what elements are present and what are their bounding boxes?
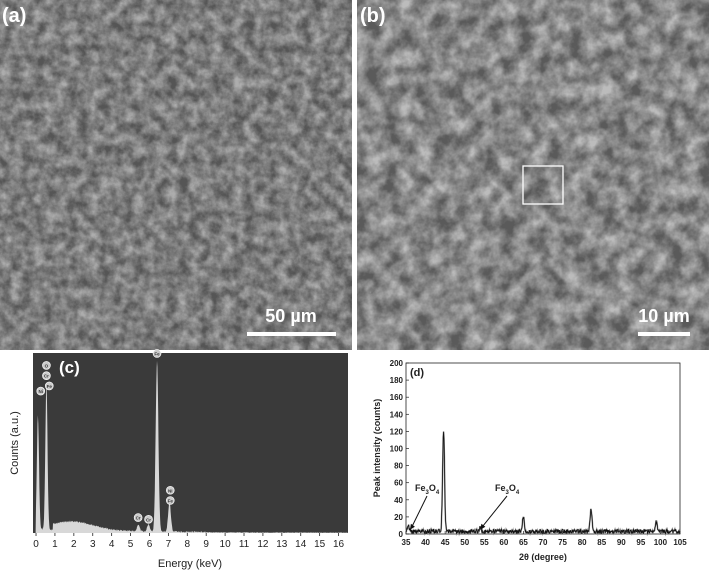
xrd-annotation-arrowhead [480,523,486,530]
xrd-y-tick-label: 20 [394,513,403,522]
eds-element-label: Cr [136,516,141,521]
eds-y-axis-label: Counts (a.u.) [9,411,21,475]
sem-image-b: (b) 10 µm [357,0,709,350]
eds-element-marker [165,496,175,505]
xrd-x-tick-label: 85 [597,538,606,547]
scale-bar-label-b: 10 µm [638,306,689,326]
scale-bar-label-a: 50 µm [265,306,316,326]
eds-x-tick-label: 5 [128,539,134,550]
xrd-y-tick-label: 120 [390,427,404,436]
xrd-y-axis-label: Peak intensity (counts) [372,399,382,498]
eds-x-tick-label: 9 [203,539,209,550]
eds-x-tick-label: 12 [257,539,269,550]
xrd-y-tick-label: 100 [390,445,404,454]
eds-x-tick-label: 3 [90,539,96,550]
xrd-x-tick-label: 50 [460,538,469,547]
panel-label-b: (b) [360,5,386,27]
eds-x-axis-label: Energy (keV) [158,558,222,570]
eds-x-tick-label: 16 [333,539,345,550]
eds-x-tick-label: 6 [147,539,153,550]
xrd-y-tick-label: 140 [390,410,404,419]
eds-x-tick-label: 2 [71,539,77,550]
eds-x-tick-label: 13 [276,539,288,550]
eds-element-label: Fe [168,499,174,504]
xrd-y-tick-label: 40 [394,496,403,505]
xrd-annotation-arrow [481,495,508,528]
xrd-annotation-label: Fe3O4 [415,483,440,496]
xrd-y-tick-label: 200 [390,359,404,368]
eds-element-marker [133,513,143,522]
xrd-x-tick-label: 45 [441,538,450,547]
xrd-x-tick-label: 70 [539,538,548,547]
xrd-x-tick-label: 55 [480,538,489,547]
xrd-x-tick-label: 60 [499,538,508,547]
xrd-pattern-chart: (d) 2θ (degree) Peak intensity (counts) … [372,359,687,562]
eds-element-label: O [45,363,49,368]
xrd-y-tick-label: 160 [390,393,404,402]
xrd-y-tick-label: 60 [394,479,403,488]
panel-label-c: (c) [59,358,80,377]
eds-element-marker [36,386,46,396]
xrd-y-tick-label: 180 [390,376,404,385]
eds-plot-area [33,353,348,533]
xrd-x-tick-label: 80 [578,538,587,547]
eds-element-marker [152,349,162,358]
scale-bar-b [638,332,690,336]
eds-element-label: Cr [146,517,151,522]
eds-x-tick-label: 15 [314,539,326,550]
xrd-x-axis-label: 2θ (degree) [519,552,567,562]
panel-label-a: (a) [2,5,26,27]
xrd-x-tick-label: 100 [654,538,668,547]
eds-x-tick-label: 11 [239,539,250,550]
xrd-x-tick-label: 35 [402,538,411,547]
eds-element-label: Fe [47,384,53,389]
eds-x-tick-label: 14 [295,539,307,550]
eds-element-marker [44,381,54,391]
xrd-annotation-label: Fe3O4 [495,483,520,496]
xrd-x-tick-label: 40 [421,538,430,547]
eds-element-label: Fe [154,351,160,356]
eds-x-tick-label: 1 [52,539,58,550]
eds-x-tick-label: 10 [220,539,232,550]
eds-element-marker [165,485,175,495]
xrd-x-tick-label: 65 [519,538,528,547]
xrd-plot-area [405,362,681,535]
eds-element-label: Ni [168,488,173,493]
zoom-region-box [522,165,564,205]
xrd-y-tick-label: 80 [394,462,403,471]
xrd-annotation-arrow [411,495,428,527]
eds-element-marker [144,515,153,524]
eds-element-label: Cr [44,374,49,379]
panel-label-d: (d) [410,367,424,379]
xrd-x-tick-label: 105 [673,538,687,547]
eds-x-tick-label: 0 [33,539,39,550]
eds-element-marker [42,371,51,380]
xrd-x-tick-label: 95 [636,538,645,547]
xrd-y-tick-label: 0 [399,530,404,539]
xrd-x-tick-label: 75 [558,538,567,547]
eds-x-tick-label: 4 [109,539,115,550]
scale-bar-a [247,332,336,336]
eds-element-label: Ni [39,389,44,394]
xrd-annotation-arrowhead [409,523,415,530]
eds-x-tick-label: 7 [166,539,172,550]
eds-element-marker [42,361,51,370]
eds-x-tick-label: 8 [185,539,191,550]
sem-image-a: (a) 50 µm [0,0,352,350]
xrd-x-tick-label: 90 [617,538,626,547]
